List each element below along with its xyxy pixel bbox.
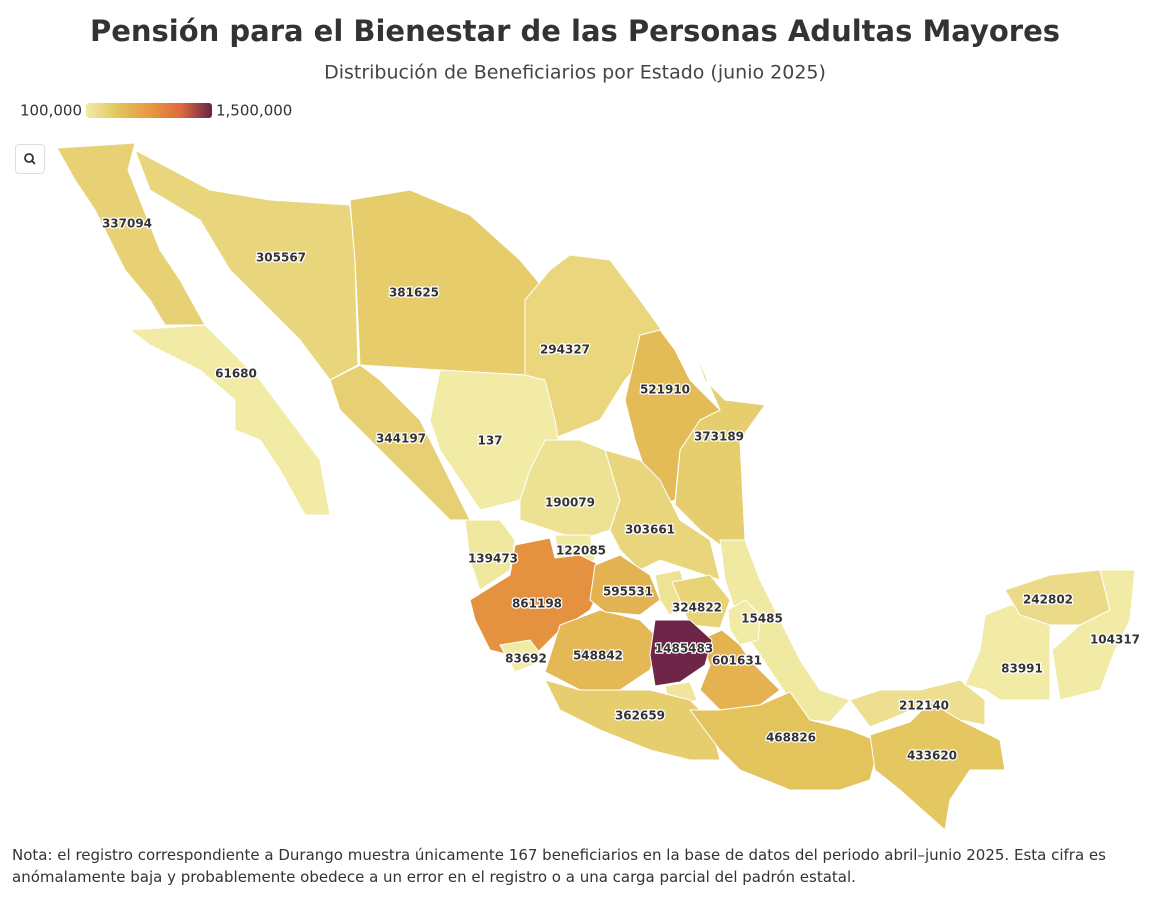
state-region <box>589 554 661 616</box>
state-region <box>56 142 206 326</box>
state-region <box>849 679 986 728</box>
state-region <box>128 324 331 516</box>
colorbar-label: 1,500,000 <box>216 102 292 120</box>
state-region <box>499 639 546 673</box>
state-value-label: 468826 <box>766 731 816 745</box>
state-region <box>349 189 546 376</box>
state-value-label: 61680 <box>215 367 257 381</box>
state-value-label: 344197 <box>376 432 426 446</box>
state-value-label: 294327 <box>540 343 590 357</box>
state-value-label: 601631 <box>712 654 762 668</box>
state-value-label: 548842 <box>573 649 623 663</box>
state-value-label: 373189 <box>694 430 744 444</box>
state-value-label: 303661 <box>625 523 675 537</box>
state-value-label: 861198 <box>512 597 562 611</box>
state-value-label: 83991 <box>1001 662 1043 676</box>
state-region <box>869 701 1006 831</box>
state-value-label: 337094 <box>102 217 152 231</box>
state-value-label: 190079 <box>545 496 595 510</box>
state-value-label: 362659 <box>615 709 665 723</box>
state-value-label: 83692 <box>505 652 547 666</box>
note: Nota: el registro correspondiente a Dura… <box>12 846 1106 886</box>
chart-subtitle: Distribución de Beneficiarios por Estado… <box>324 62 826 84</box>
state-value-label: 212140 <box>899 699 949 713</box>
state-value-label: 521910 <box>640 383 690 397</box>
state-value-label: 122085 <box>556 544 606 558</box>
state-value-label: 324822 <box>672 601 722 615</box>
state-value-label: 381625 <box>389 286 439 300</box>
search-button[interactable] <box>15 144 45 174</box>
state-region <box>544 609 661 691</box>
state-region <box>1051 569 1136 701</box>
state-region <box>624 329 721 511</box>
state-region <box>604 449 721 581</box>
colorbar <box>86 103 212 118</box>
state-region <box>671 574 731 629</box>
map-chart: Pensión para el Bienestar de las Persona… <box>20 14 1141 831</box>
state-region <box>699 629 781 711</box>
state-value-label: 433620 <box>907 749 957 763</box>
state-value-label: 104317 <box>1090 633 1140 647</box>
state-value-label: 305567 <box>256 251 306 265</box>
state-value-label: 139473 <box>468 552 518 566</box>
state-region <box>727 599 761 646</box>
state-value-label: 242802 <box>1023 593 1073 607</box>
state-region <box>649 619 713 687</box>
chart-title: Pensión para el Bienestar de las Persona… <box>90 14 1060 48</box>
state-value-label: 137 <box>477 434 502 448</box>
state-value-label: 595531 <box>603 585 653 599</box>
state-value-label: 1485483 <box>655 642 713 656</box>
state-value-label: 15485 <box>741 612 783 626</box>
search-icon <box>24 153 36 165</box>
colorbar-label: 100,000 <box>20 102 82 120</box>
state-region <box>464 519 516 591</box>
